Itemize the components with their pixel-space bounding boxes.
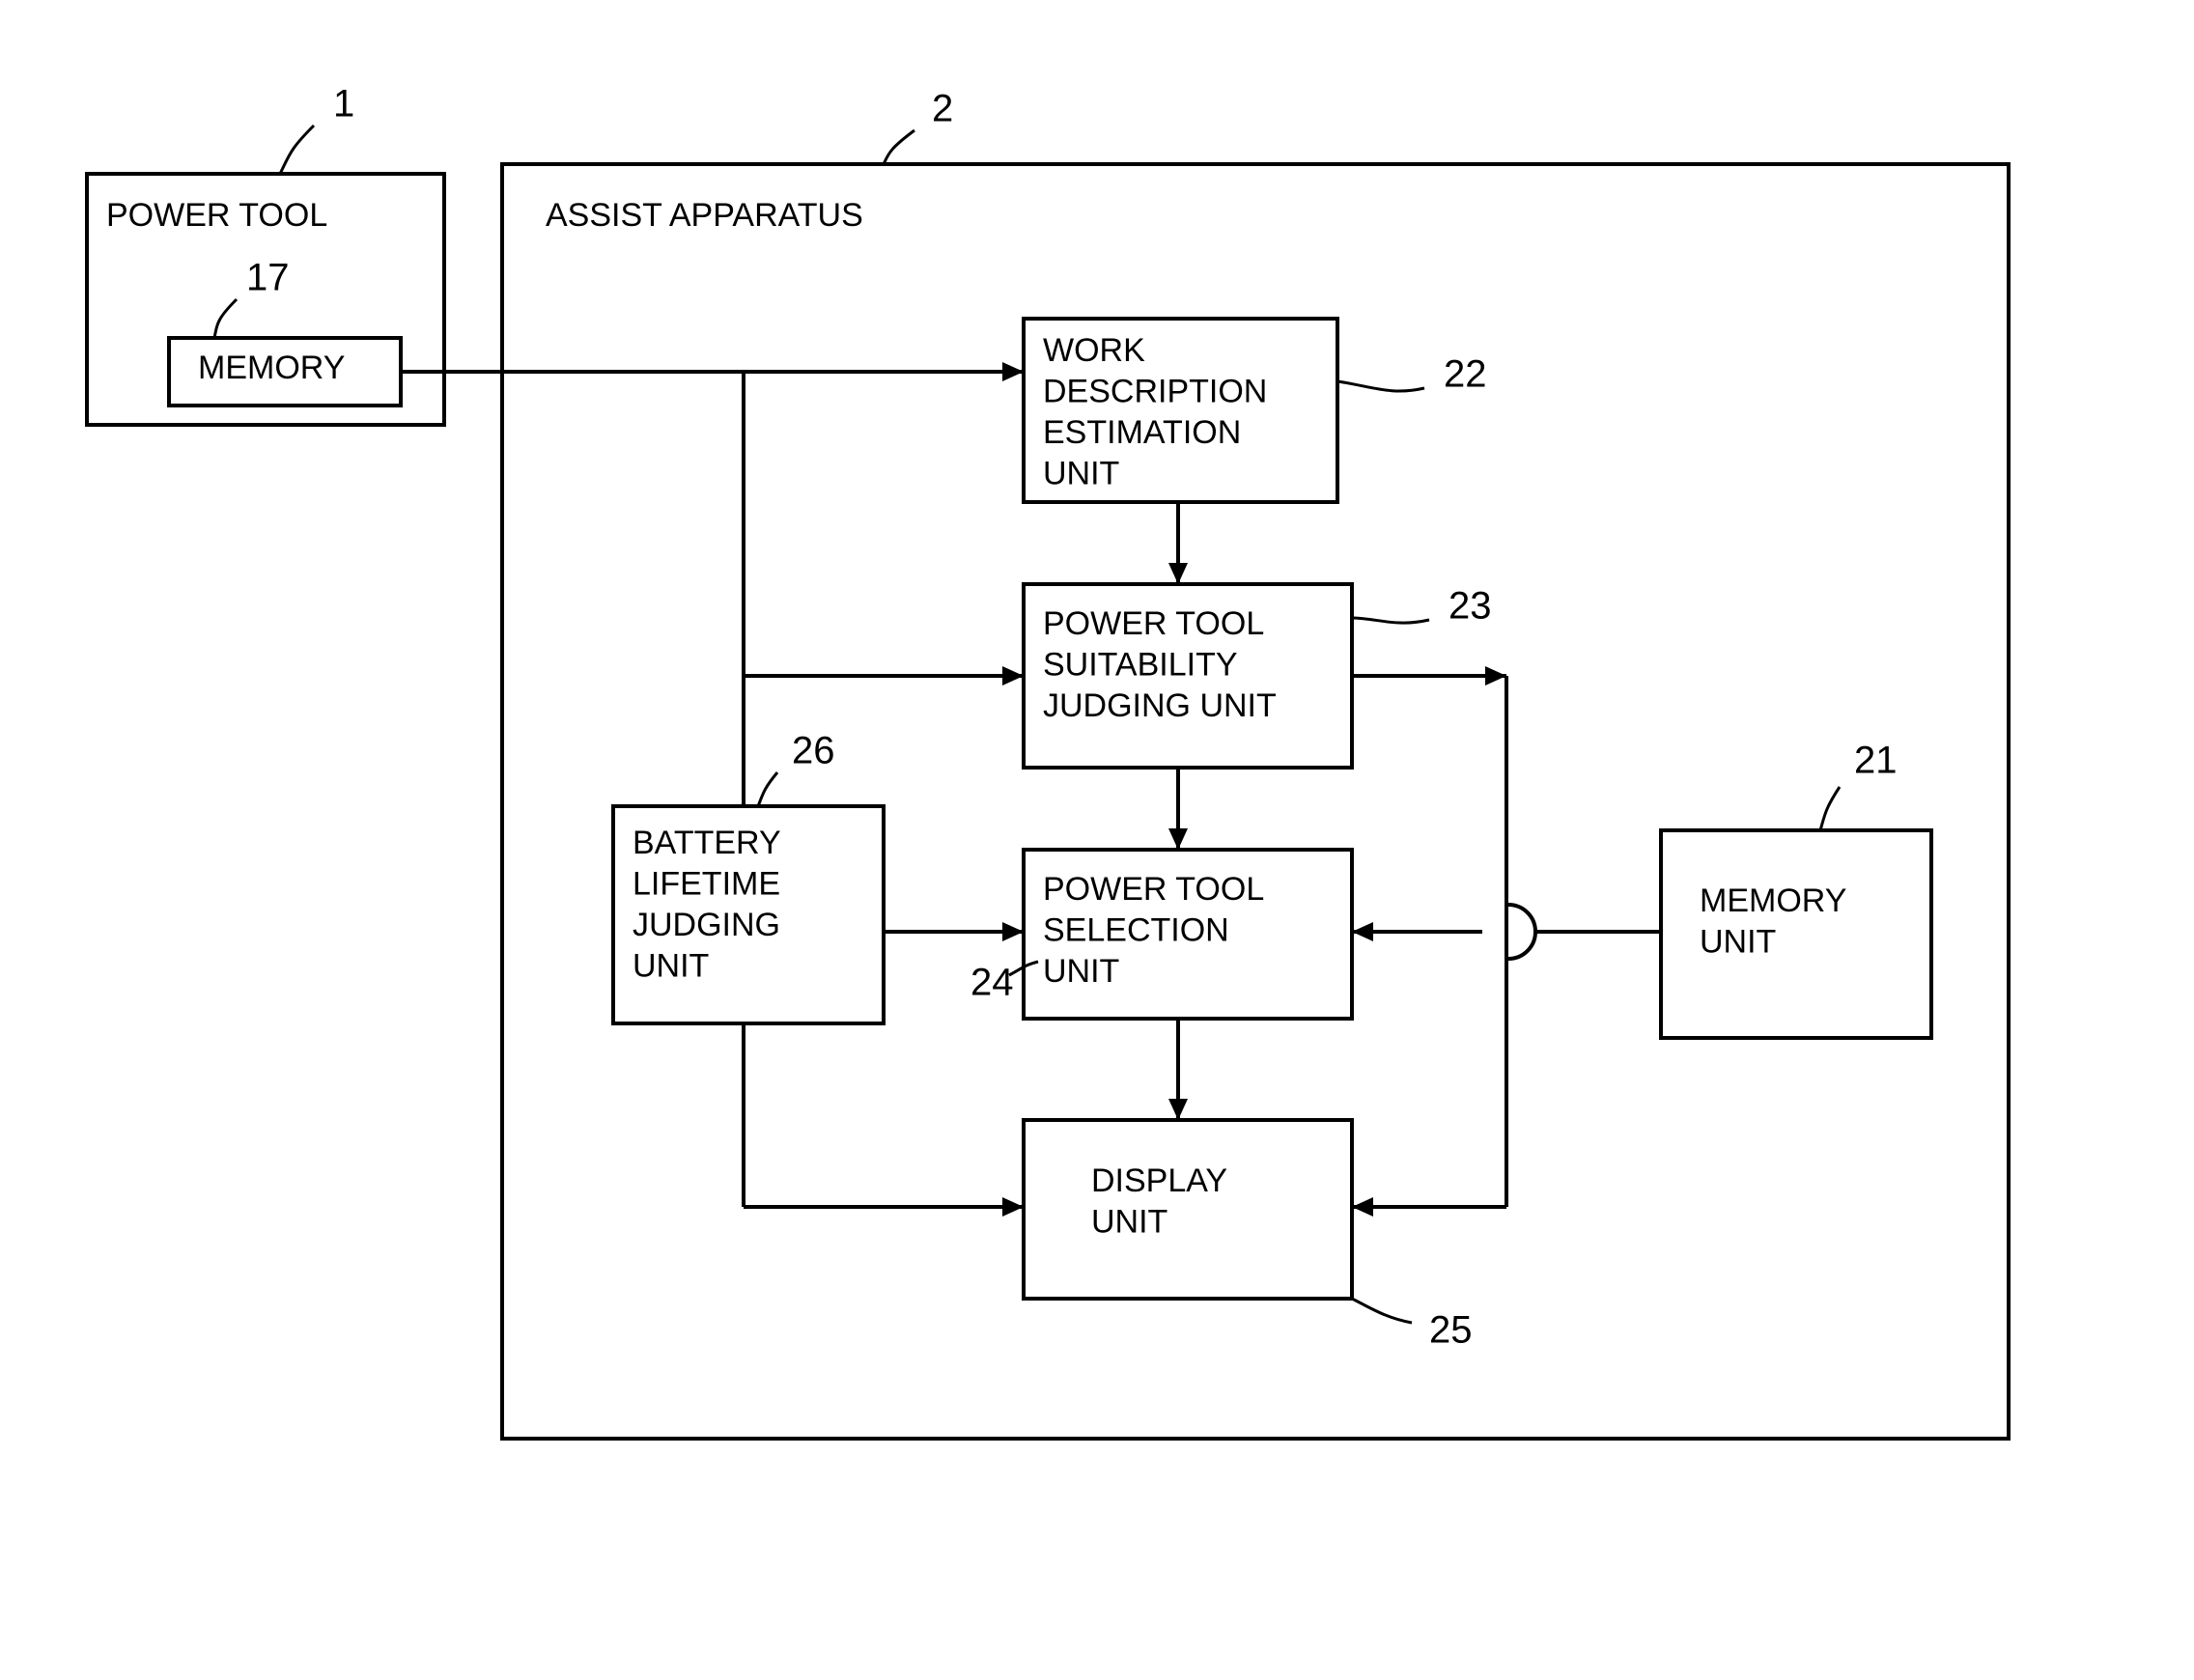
box-work_desc: WORK DESCRIPTION ESTIMATION UNIT: [1024, 319, 1337, 502]
ref-label-26: 26: [792, 730, 835, 772]
box-work_desc-label: UNIT: [1043, 456, 1119, 492]
box-battery-label: BATTERY: [633, 825, 781, 861]
box-work_desc-label: WORK: [1043, 332, 1145, 369]
box-work_desc-label: ESTIMATION: [1043, 414, 1241, 451]
ref-label-1: 1: [333, 83, 354, 126]
box-work_desc-label: DESCRIPTION: [1043, 374, 1267, 410]
box-display: DISPLAY UNIT: [1024, 1120, 1352, 1299]
box-display-label: DISPLAY: [1091, 1162, 1227, 1199]
box-suitability-label: SUITABILITY: [1043, 647, 1238, 684]
ref-label-2: 2: [932, 88, 953, 130]
box-display-label: UNIT: [1091, 1204, 1167, 1241]
box-memory-label: MEMORY: [198, 350, 345, 386]
box-suitability-label: JUDGING UNIT: [1043, 687, 1277, 724]
box-memory_unit-label: UNIT: [1700, 924, 1776, 961]
box-assist-label: ASSIST APPARATUS: [546, 197, 863, 234]
box-power_tool-label: POWER TOOL: [106, 197, 327, 234]
ref-label-17: 17: [246, 257, 290, 299]
ref-lead-2: [884, 130, 914, 164]
ref-label-23: 23: [1449, 585, 1492, 628]
ref-label-21: 21: [1854, 740, 1898, 782]
ref-lead-1: [280, 126, 314, 174]
box-memory_unit: MEMORY UNIT: [1661, 830, 1931, 1038]
box-battery-label: LIFETIME: [633, 866, 780, 903]
box-suitability: POWER TOOL SUITABILITYJUDGING UNIT: [1024, 584, 1352, 768]
ref-label-22: 22: [1444, 353, 1487, 396]
box-battery-label: UNIT: [633, 948, 709, 985]
ref-label-25: 25: [1429, 1309, 1473, 1352]
box-battery: BATTERY LIFETIME JUDGING UNIT: [613, 806, 884, 1023]
ref-label-24: 24: [970, 962, 1014, 1004]
box-battery-label: JUDGING: [633, 907, 780, 943]
box-memory_unit-label: MEMORY: [1700, 882, 1846, 919]
box-selection-label: UNIT: [1043, 953, 1119, 990]
box-selection-label: SELECTION: [1043, 912, 1229, 949]
box-suitability-label: POWER TOOL: [1043, 605, 1264, 642]
box-memory: MEMORY: [169, 338, 401, 406]
box-selection-label: POWER TOOL: [1043, 871, 1264, 908]
box-selection: POWER TOOL SELECTION UNIT: [1024, 850, 1352, 1019]
